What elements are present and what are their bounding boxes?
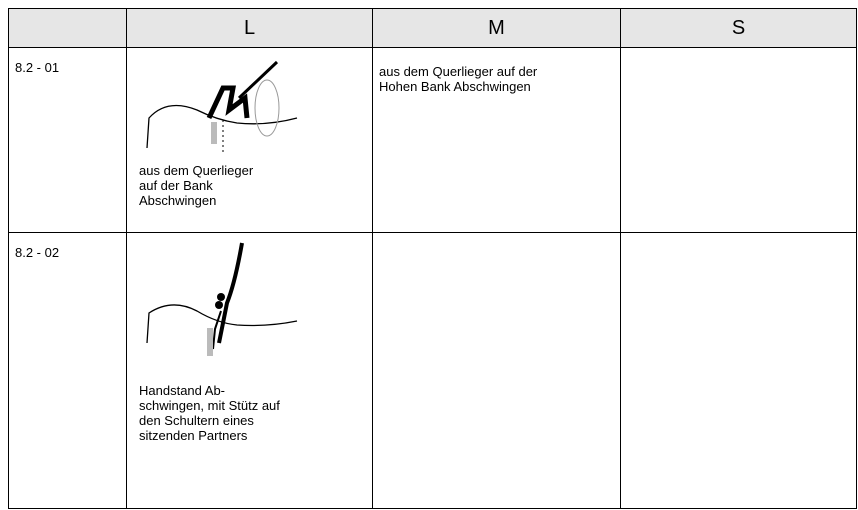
text-line: aus dem Querlieger auf der [379,64,538,79]
text-line: den Schultern eines [139,413,254,428]
table: L M S 8.2 - 01 aus dem Querlieger auf der… [8,8,857,509]
cell [620,232,857,509]
header-cell [8,8,127,48]
text-line: schwingen, mit Stütz auf [139,398,280,413]
header-cell: M [372,8,621,48]
row: 8.2 - 01 aus dem Querlieger auf der Bank A… [8,47,857,233]
text-line: auf der Bank [139,178,213,193]
text-line: Handstand Ab- [139,383,226,398]
cell [620,47,857,233]
cell: Handstand Ab-schwingen, mit Stütz auf den… [126,232,373,509]
cell: aus dem Querlieger auf der Hohen Bank Abs… [372,47,621,233]
text-line: sitzenden Partners [139,428,248,443]
header-cell: S [620,8,857,48]
row: 8.2 - 02 Handstand Ab-schwingen, mit Stü… [8,232,857,509]
cell [372,232,621,509]
text-line: aus dem Querlieger [139,163,254,178]
header-cell: L [126,8,373,48]
sketch [146,60,298,152]
row-id: 8.2 - 01 [8,47,127,233]
text-line: Hohen Bank Abschwingen [379,79,531,94]
cell: aus dem Querlieger auf der Bank Abschwinge… [126,47,373,233]
header-row: L M S [8,8,857,48]
text-line: Abschwingen [139,193,217,208]
sketch [146,242,298,356]
row-id: 8.2 - 02 [8,232,127,509]
